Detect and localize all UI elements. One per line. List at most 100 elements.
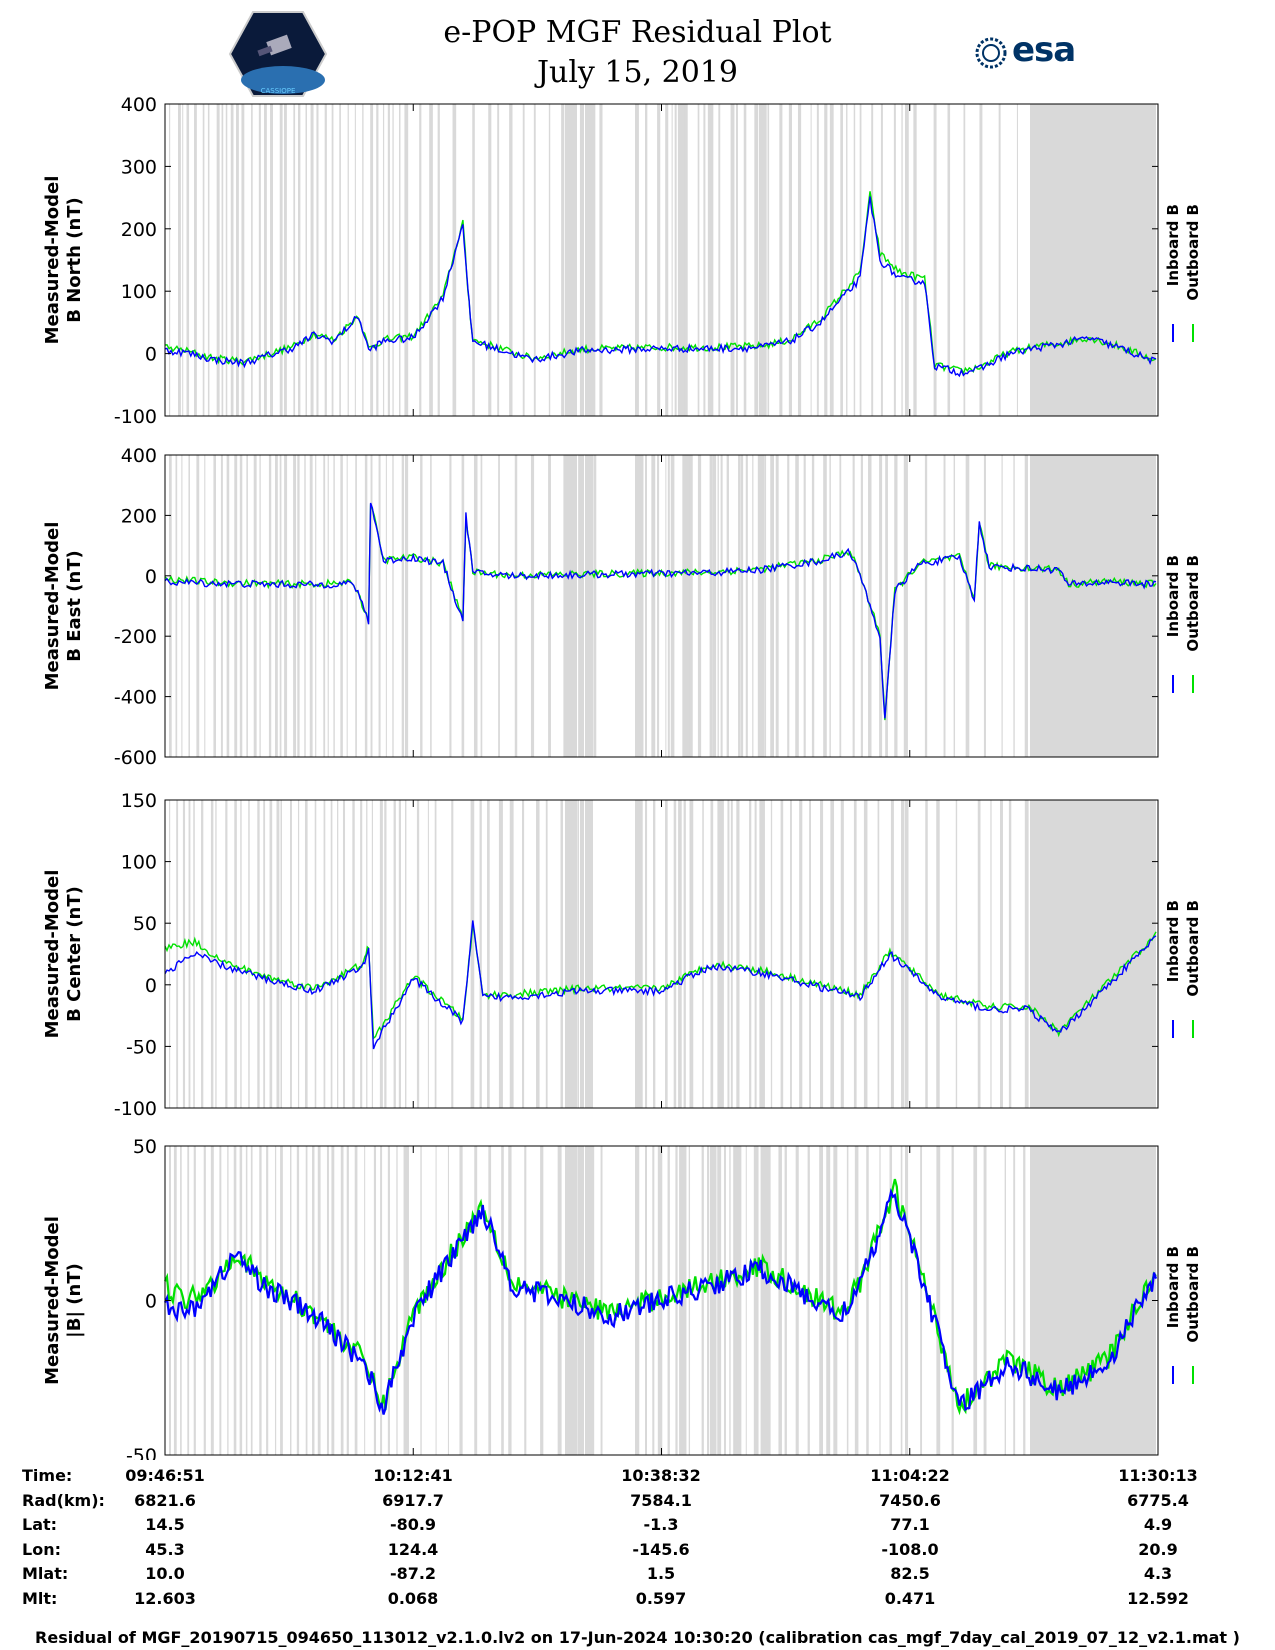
y-tick-label: -50 xyxy=(126,1445,157,1460)
gap-stripe xyxy=(757,455,765,757)
gap-stripe xyxy=(354,1146,358,1455)
gap-stripe xyxy=(770,455,774,757)
gap-stripe xyxy=(758,104,767,416)
gap-stripe xyxy=(592,104,596,416)
gap-stripe xyxy=(323,800,326,1108)
gap-stripe xyxy=(730,800,733,1108)
gap-stripe xyxy=(437,104,440,416)
gap-stripe xyxy=(259,455,261,757)
gap-stripe xyxy=(936,800,940,1108)
gap-stripe xyxy=(840,104,843,416)
gap-stripe xyxy=(194,104,197,416)
y-tick-label: 100 xyxy=(121,852,157,874)
gap-stripe xyxy=(459,1146,463,1455)
gap-stripe xyxy=(565,800,577,1108)
cassiope-logo-icon: CASSIOPE xyxy=(228,11,328,97)
table-cell: 12.603 xyxy=(134,1588,196,1608)
gap-stripe xyxy=(201,800,204,1108)
gap-stripe xyxy=(795,1146,799,1455)
table-row-label: Mlat: xyxy=(22,1564,69,1583)
gap-stripe xyxy=(905,455,908,757)
gap-stripe xyxy=(767,1146,771,1455)
gap-stripe xyxy=(688,1146,691,1455)
gap-stripe xyxy=(580,104,584,416)
gap-stripe xyxy=(522,104,525,416)
gap-stripe xyxy=(269,800,273,1108)
gap-stripe xyxy=(977,800,981,1108)
table-cell: 0.471 xyxy=(884,1588,936,1608)
gap-stripe xyxy=(524,1146,527,1455)
gap-stripe xyxy=(787,455,790,757)
gap-stripe xyxy=(901,800,905,1108)
gap-stripe xyxy=(342,800,346,1108)
gap-stripe xyxy=(653,800,656,1108)
gap-stripe xyxy=(304,455,306,757)
gap-stripe xyxy=(347,104,349,416)
y-tick-label: 0 xyxy=(145,344,157,366)
gap-stripe xyxy=(297,800,300,1108)
gap-stripe xyxy=(726,455,729,757)
gap-stripe xyxy=(241,104,245,416)
gap-stripe xyxy=(657,104,661,416)
gap-stripe xyxy=(385,455,387,757)
legend-label-outboard: Outboard B xyxy=(1184,1246,1202,1343)
gap-stripe xyxy=(690,800,694,1108)
gap-stripe xyxy=(304,800,308,1108)
gap-stripe xyxy=(905,800,909,1108)
gap-stripe xyxy=(599,104,603,416)
gap-stripe xyxy=(635,104,639,416)
legend-label-outboard: Outboard B xyxy=(1184,555,1202,652)
gap-stripe xyxy=(879,1146,881,1455)
table-cell: 14.5 xyxy=(145,1515,185,1534)
gap-stripe xyxy=(830,800,835,1108)
table-row-label: Time: xyxy=(22,1466,73,1485)
y-tick-label: 0 xyxy=(145,1291,157,1313)
gap-stripe xyxy=(297,455,300,757)
gap-stripe xyxy=(839,455,842,757)
gap-stripe xyxy=(268,455,272,757)
gap-stripe xyxy=(420,455,423,757)
gap-stripe xyxy=(580,800,584,1108)
gap-stripe xyxy=(752,455,754,757)
gap-stripe xyxy=(250,1146,253,1455)
gap-stripe xyxy=(745,1146,747,1455)
gap-stripe xyxy=(1030,104,1156,416)
gap-stripe xyxy=(920,1146,923,1455)
gap-stripe xyxy=(447,1146,450,1455)
gap-stripe xyxy=(893,104,896,416)
y-tick-label: 200 xyxy=(121,505,157,527)
gap-stripe xyxy=(225,104,228,416)
gap-stripe xyxy=(405,1146,409,1455)
gap-stripe xyxy=(840,800,844,1108)
logo-left-text: CASSIOPE xyxy=(261,87,296,95)
gap-stripe xyxy=(765,455,767,757)
panel-b-north: 400 300 200 100 0 -100 Measured-ModelB North (… xyxy=(42,94,1202,428)
gap-stripe xyxy=(905,1146,909,1455)
y-axis-label-line1: Measured-Model xyxy=(42,1216,63,1385)
gap-stripe xyxy=(236,104,239,416)
gap-stripe xyxy=(479,800,482,1108)
gap-stripe xyxy=(829,104,834,416)
gap-stripe xyxy=(717,1146,722,1455)
table-cell: 0.068 xyxy=(387,1588,439,1608)
y-axis-label-line2: |B| (nT) xyxy=(64,1263,85,1338)
table-cell: 82.5 xyxy=(890,1564,930,1583)
gap-stripe xyxy=(736,800,740,1108)
gap-stripe xyxy=(522,800,525,1108)
y-axis-label-line2: B North (nT) xyxy=(64,197,85,323)
table-cell: -80.9 xyxy=(389,1515,437,1534)
gap-stripe xyxy=(245,1146,248,1455)
gap-stripe xyxy=(346,455,348,757)
gap-stripe xyxy=(755,1146,759,1455)
gap-stripe xyxy=(717,800,721,1108)
gap-stripe xyxy=(193,800,195,1108)
gap-stripe xyxy=(563,455,566,757)
gap-stripe xyxy=(226,455,230,757)
gap-stripe xyxy=(379,800,383,1108)
gap-stripe xyxy=(790,800,792,1108)
y-tick-label: -200 xyxy=(114,626,157,648)
y-tick-label: -600 xyxy=(114,747,157,769)
gap-stripe xyxy=(852,455,855,757)
gap-stripe xyxy=(376,104,379,416)
gap-stripe xyxy=(703,104,706,416)
